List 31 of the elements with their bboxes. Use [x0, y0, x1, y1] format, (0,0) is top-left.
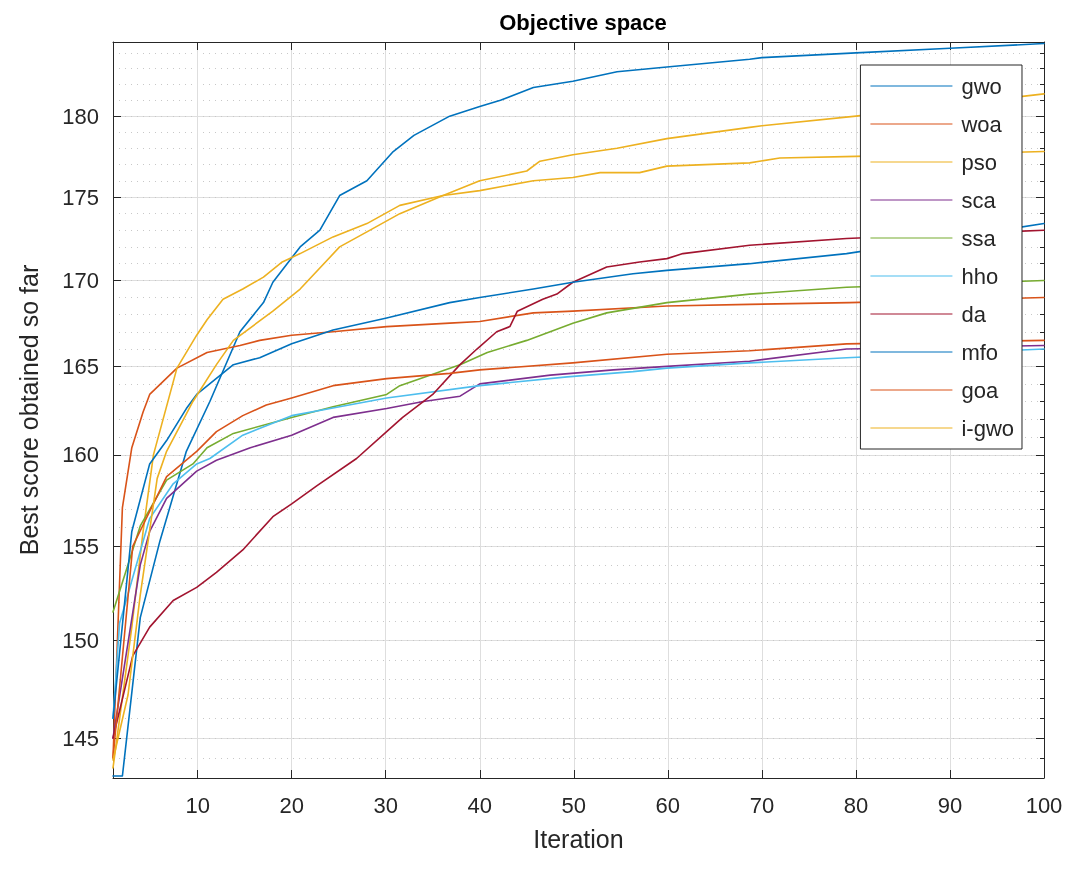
chart-title: Objective space [499, 9, 667, 35]
x-tick-label: 90 [937, 792, 963, 818]
y-tick-label: 155 [62, 533, 99, 559]
legend-label: i-gwo [961, 415, 1015, 441]
y-tick-label: 180 [62, 103, 99, 129]
legend-label: mfo [961, 339, 999, 365]
legend-label: ssa [961, 225, 997, 251]
y-axis-title: Best score obtained so far [14, 264, 43, 556]
legend-label: gwo [961, 73, 1002, 99]
legend-label: sca [961, 187, 997, 213]
x-tick-label: 100 [1025, 792, 1063, 818]
x-tick-label: 70 [749, 792, 775, 818]
x-axis-title: Iteration [533, 824, 624, 853]
x-tick-label: 30 [373, 792, 398, 818]
legend-label: hho [961, 263, 999, 289]
legend-label: da [961, 301, 987, 327]
y-tick-label: 160 [62, 442, 99, 468]
x-tick-label: 80 [843, 792, 869, 818]
x-tick-label: 10 [185, 792, 210, 818]
y-tick-label: 150 [62, 628, 99, 654]
legend-label: woa [960, 111, 1003, 137]
x-tick-label: 60 [655, 792, 681, 818]
y-tick-label: 175 [62, 184, 99, 210]
x-tick-label: 40 [467, 792, 492, 818]
x-tick-label: 50 [561, 792, 587, 818]
legend-label: pso [961, 149, 997, 175]
x-tick-label: 20 [279, 792, 304, 818]
legend-label: goa [961, 377, 999, 403]
y-tick-label: 145 [62, 725, 99, 751]
y-tick-label: 170 [62, 268, 99, 294]
y-tick-label: 165 [62, 353, 99, 379]
